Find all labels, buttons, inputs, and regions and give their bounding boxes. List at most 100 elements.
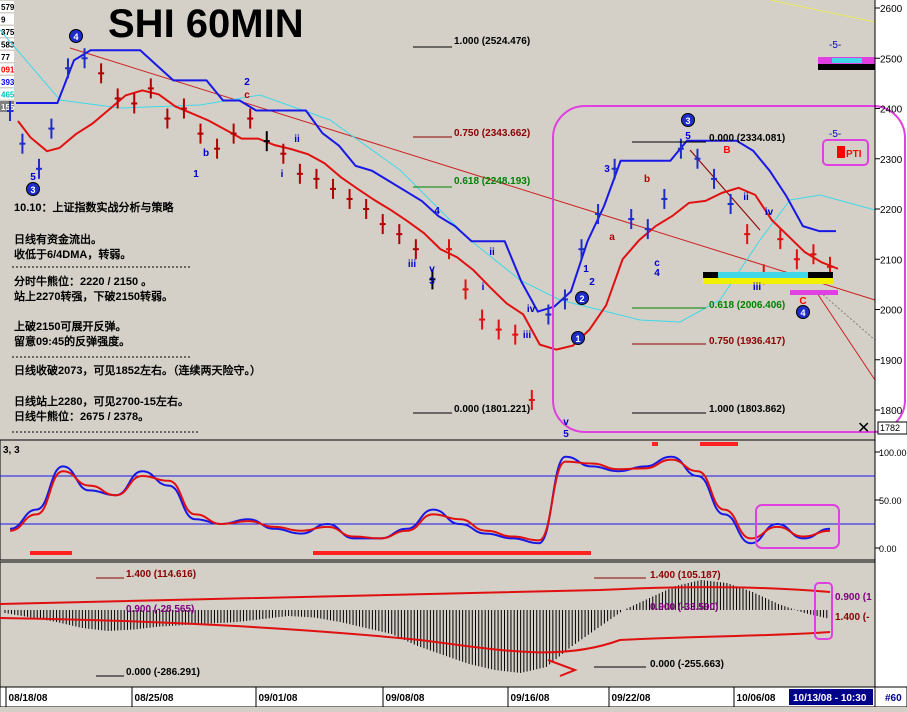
right-gray-dashed [819, 291, 876, 341]
fib-left-label-0: 1.000 (2524.476) [454, 36, 530, 47]
pti-marker [837, 146, 845, 158]
wave-label-12: 3 [429, 276, 435, 287]
main-trendline [69, 47, 876, 301]
wave-label-32: iii [753, 282, 762, 293]
date-label-6: 10/06/08 [737, 693, 776, 704]
close-x-icon[interactable]: ✕ [857, 420, 870, 437]
osc-axis-label-1: 50.00 [879, 496, 902, 506]
macd-right-bottom-label: 0.000 (-255.663) [650, 659, 724, 670]
wave-label-26: c [654, 258, 660, 269]
cut-label-8: 155 [1, 103, 15, 112]
macd-labels: 1.400 (114.616) 0.900 (-28.565) 0.000 (-… [96, 569, 872, 678]
blue-ma-line [16, 49, 836, 313]
cut-label-2: 375 [1, 28, 15, 37]
osc-marker-0 [30, 551, 72, 555]
macd-plot [0, 580, 831, 677]
annotation-line-2: 收低于6/4DMA，转弱。 [14, 247, 131, 261]
cyan-ma-line [0, 29, 876, 323]
fib-right: 0.000 (2334.081) 0.618 (2006.406) 0.750 … [632, 133, 785, 415]
pti-box [822, 139, 869, 166]
cut-label-bg-3 [0, 38, 14, 50]
macd-panel [0, 561, 876, 688]
annotation-line-0: 10.10：上证指数实战分析与策略 [14, 200, 175, 214]
macd-right-edge-label-1: 0.900 (1 [835, 592, 872, 603]
osc-axis-label-0: 100.00 [879, 448, 907, 458]
wave-label-19: 5 [563, 429, 569, 440]
right-red-line [814, 289, 876, 381]
static-lines [0, 0, 876, 381]
highlight-box-osc [755, 504, 840, 549]
top-right-wave-label: -5- [829, 40, 841, 51]
annotation-block: 10.10：上证指数实战分析与策略 日线有资金流出。 收低于6/4DMA，转弱。… [12, 200, 261, 433]
date-label-5: 09/22/08 [612, 693, 651, 704]
price-axis-label-5: 2100 [880, 255, 903, 266]
osc-axis-label-2: 0.00 [879, 544, 897, 554]
cut-label-bg-4 [0, 51, 14, 62]
macd-right-edge-label-2: 1.400 (- [835, 612, 869, 623]
wave-label-9: 4 [434, 206, 440, 217]
wave-label-15: iv [527, 304, 536, 315]
wave-label-4: c [244, 90, 250, 101]
top-left-cut-labels: 579 9 375 583 77 091 393 465 155 [0, 1, 15, 112]
macd-left-top-label: 1.400 (114.616) [126, 569, 196, 580]
price-axis-panel [875, 0, 907, 707]
macd-signal-bottom [0, 617, 831, 654]
osc-red-line [9, 458, 831, 542]
fib-left: 1.000 (2524.476) 0.750 (2343.662) 0.618 … [413, 36, 530, 415]
date-label-0: 08/18/08 [9, 693, 48, 704]
macd-left-bottom-label: 0.000 (-286.291) [126, 667, 200, 678]
wave-label-29: 3 [685, 116, 690, 126]
wave-label-1: 3 [30, 185, 35, 195]
osc-header: 3, 3 [3, 445, 20, 456]
wave-label-5: b [203, 148, 209, 159]
wave-label-11: v [429, 264, 435, 275]
macd-right-top-label: 1.400 (105.187) [650, 570, 721, 581]
wave-label-7: i [281, 169, 284, 180]
date-axis: 08/18/08 08/25/08 09/01/08 09/08/08 09/16/08… [5, 687, 776, 707]
annotation-line-1: 日线有资金流出。 [14, 232, 102, 246]
oscillator-plot [0, 455, 875, 545]
osc-marker-1 [313, 551, 591, 555]
wave-label-24: a [609, 232, 615, 243]
wave-label-20: 1 [583, 264, 589, 275]
current-price-box [877, 421, 907, 435]
cut-label-1: 9 [1, 16, 6, 25]
osc-marker-3 [700, 442, 738, 446]
fib-left-label-3: 0.000 (1801.221) [454, 404, 530, 415]
date-label-2: 09/01/08 [259, 693, 298, 704]
cut-label-bg-0 [0, 1, 14, 12]
wave-label-33: iv [765, 207, 774, 218]
date-label-1: 08/25/08 [135, 693, 174, 704]
cut-label-4: 77 [1, 53, 10, 62]
wave-label-10: iii [408, 259, 417, 270]
fib-right-label-3: 1.000 (1803.862) [709, 404, 785, 415]
fib-right-label-0: 0.000 (2334.081) [709, 133, 785, 144]
annotation-line-4: 站上2270转强，下破2150转弱。 [14, 289, 173, 303]
wave-label-17: 1 [575, 334, 580, 344]
wave-label-2: 4 [73, 32, 78, 42]
top-right-bar-cyan [832, 58, 862, 63]
cut-label-bg-1 [0, 13, 14, 25]
wave-label-28: 5 [685, 131, 691, 142]
cut-label-7: 465 [1, 91, 15, 100]
right-edge-tag: #60 [885, 693, 902, 704]
price-axis-label-8: 1800 [880, 406, 903, 417]
osc-blue-line [9, 455, 831, 545]
wave-circle-17 [571, 331, 585, 345]
highlight-box-price [552, 105, 906, 433]
wave-label-3: 2 [244, 77, 250, 88]
current-datetime: 10/13/08 - 10:30 [793, 693, 867, 704]
macd-arrow [547, 659, 578, 677]
wave-label-16: iii [523, 330, 532, 341]
mid-right-bar-yellow [703, 278, 833, 284]
wave-label-30: B [723, 145, 730, 156]
price-axis-label-2: 2400 [880, 105, 903, 116]
annotation-line-7: 日线收破2073，可见1852左右。（连续两天险守。） [14, 363, 261, 377]
price-axis-label-0: 2600 [880, 4, 903, 15]
cut-label-3: 583 [1, 41, 15, 50]
pti-label: PTI [846, 149, 862, 160]
yellow-line [769, 0, 876, 23]
wave-label-27: 4 [654, 268, 660, 279]
